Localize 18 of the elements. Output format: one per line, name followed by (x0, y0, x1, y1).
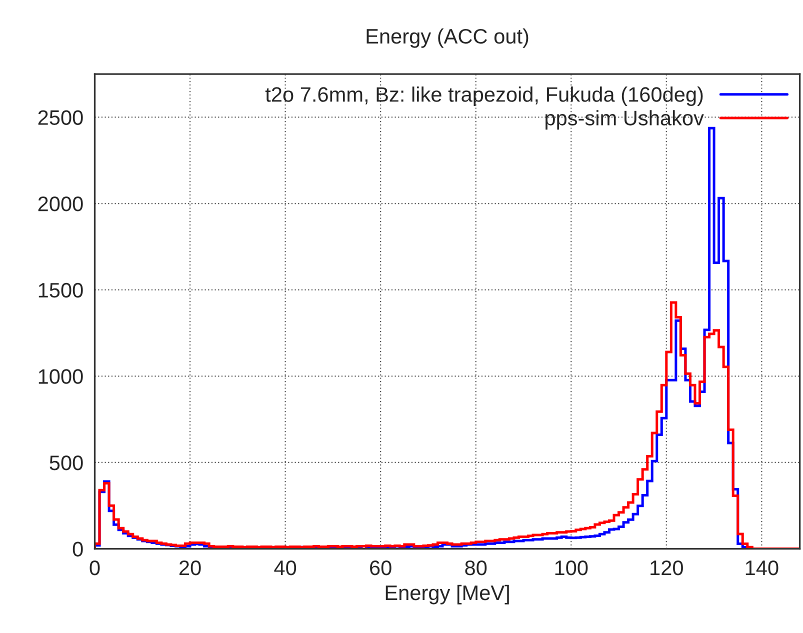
x-tick-label: 80 (465, 560, 487, 576)
x-tick-label: 120 (650, 560, 683, 576)
legend-label: t2o 7.6mm, Bz: like trapezoid, Fukuda (160deg) (265, 86, 703, 106)
x-tick-label: 20 (179, 560, 201, 576)
x-axis-title: Energy [MeV] (386, 584, 509, 604)
y-tick-label: 2000 (38, 196, 83, 212)
legend-label: pps-sim Ushakov (546, 110, 704, 130)
y-tick-label: 2500 (38, 110, 83, 125)
x-tick-label: 100 (555, 560, 588, 576)
chart-title: Energy (ACC out) (366, 28, 528, 48)
x-tick-label: 140 (746, 560, 778, 576)
x-tick-label: 60 (370, 560, 392, 576)
y-tick-label: 0 (72, 542, 83, 557)
x-tick-label: 0 (90, 560, 100, 576)
y-tick-label: 1500 (38, 282, 83, 298)
y-tick-label: 1000 (38, 369, 83, 384)
x-tick-label: 40 (274, 560, 296, 576)
y-tick-label: 500 (50, 455, 83, 470)
